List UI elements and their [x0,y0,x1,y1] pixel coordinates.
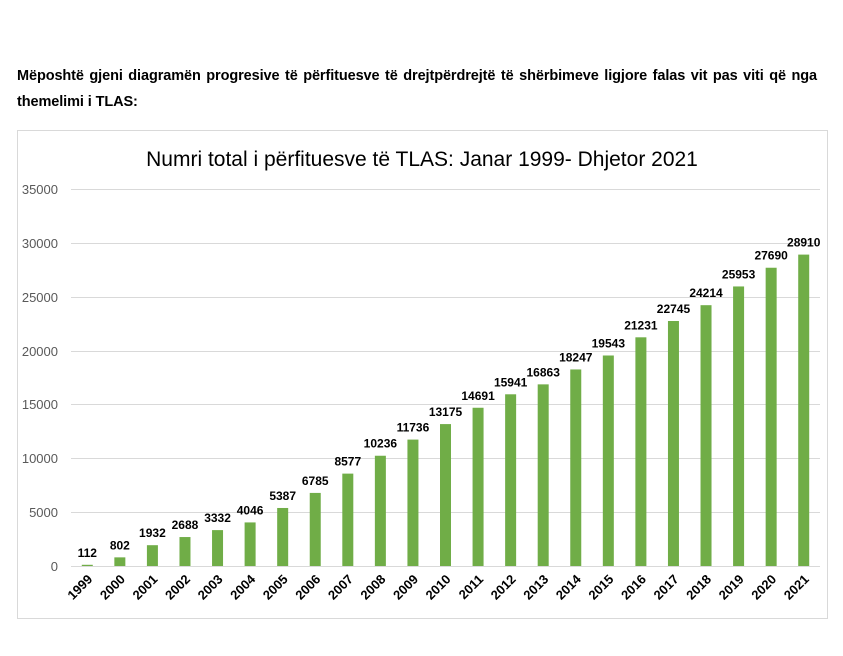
data-label: 24214 [689,286,723,300]
x-tick-label: 2014 [553,571,585,603]
y-tick-label: 10000 [22,451,58,466]
x-tick-label: 2005 [260,572,291,603]
data-label: 112 [78,546,98,560]
data-label: 10236 [364,437,398,451]
bar-2018 [700,305,712,566]
x-tick-label: 2004 [227,571,259,603]
y-tick-label: 35000 [22,182,58,197]
bar-2011 [472,407,484,566]
data-label: 15941 [494,375,528,389]
x-tick-label: 2021 [781,572,812,603]
bar-2015 [602,355,614,566]
data-label: 4046 [237,503,264,517]
x-tick-label: 2013 [520,572,551,603]
data-label: 6785 [302,474,329,488]
bar-2008 [374,455,386,566]
data-label: 25953 [722,267,756,281]
bar-2005 [277,507,289,566]
y-tick-label: 25000 [22,290,58,305]
data-label: 19543 [592,336,626,350]
bar-2013 [537,384,549,566]
chart-area [17,130,828,619]
x-tick-label: 2009 [390,572,421,603]
bar-2009 [407,439,419,566]
bars [81,254,810,566]
x-tick-label: 2017 [651,572,682,603]
bar-2019 [733,286,745,566]
data-label: 3332 [204,511,231,525]
chart-title: Numri total i përfituesve të TLAS: Janar… [146,148,698,171]
data-label: 21231 [624,318,658,332]
intro-paragraph: Mëposhtë gjeni diagramën progresive të p… [17,68,817,110]
x-tick-label: 2020 [748,572,779,603]
bar-2014 [570,369,582,566]
x-tick-label: 2000 [97,572,128,603]
x-tick-label: 2016 [618,572,649,603]
x-tick-label: 2011 [456,572,487,603]
data-label: 802 [110,538,130,552]
data-label: 14691 [461,389,495,403]
y-axis: 0 5000 10000 15000 20000 25000 30000 35000 [22,182,58,574]
x-tick-label: 2019 [716,572,747,603]
x-tick-label: 2010 [423,572,454,603]
data-label: 22745 [657,302,691,316]
data-label: 16863 [527,365,561,379]
data-label: 2688 [172,518,199,532]
bar-2004 [244,522,256,566]
x-tick-label: 2018 [683,572,714,603]
x-tick-label: 2002 [162,572,193,603]
y-tick-label: 15000 [22,397,58,412]
x-tick-label: 2012 [488,572,519,603]
y-tick-label: 5000 [29,505,58,520]
x-tick-label: 2007 [325,572,356,603]
y-tick-label: 0 [51,559,58,574]
data-label: 11736 [397,421,430,435]
data-label: 1932 [139,526,166,540]
y-tick-label: 20000 [22,344,58,359]
data-label: 28910 [787,236,821,250]
x-tick-label: 2003 [195,572,226,603]
bar-2007 [342,473,354,566]
bar-1999 [81,564,93,566]
bar-2010 [440,424,451,566]
bar-2021 [798,254,810,566]
bar-2003 [212,530,224,566]
bar-2000 [114,557,126,566]
bar-2017 [667,321,679,566]
bar-2012 [505,394,517,566]
bar-2020 [765,267,777,566]
bar-2006 [309,492,321,566]
x-tick-label: 2008 [357,572,388,603]
x-tick-label: 2015 [585,572,616,603]
y-tick-label: 30000 [22,236,58,251]
x-tick-label: 1999 [64,572,95,603]
data-label: 18247 [559,350,593,364]
data-label: 8577 [334,455,361,469]
x-axis: 1999 2000 2001 2002 2003 2004 2005 2006 2007 2008… [64,571,811,603]
bar-2016 [635,337,647,566]
data-label: 5387 [269,489,296,503]
data-label: 13175 [429,405,463,419]
x-tick-label: 2001 [129,572,160,603]
x-tick-label: 2006 [292,572,323,603]
bar-2002 [179,537,191,566]
data-label: 27690 [754,249,788,263]
bar-2001 [146,545,158,566]
